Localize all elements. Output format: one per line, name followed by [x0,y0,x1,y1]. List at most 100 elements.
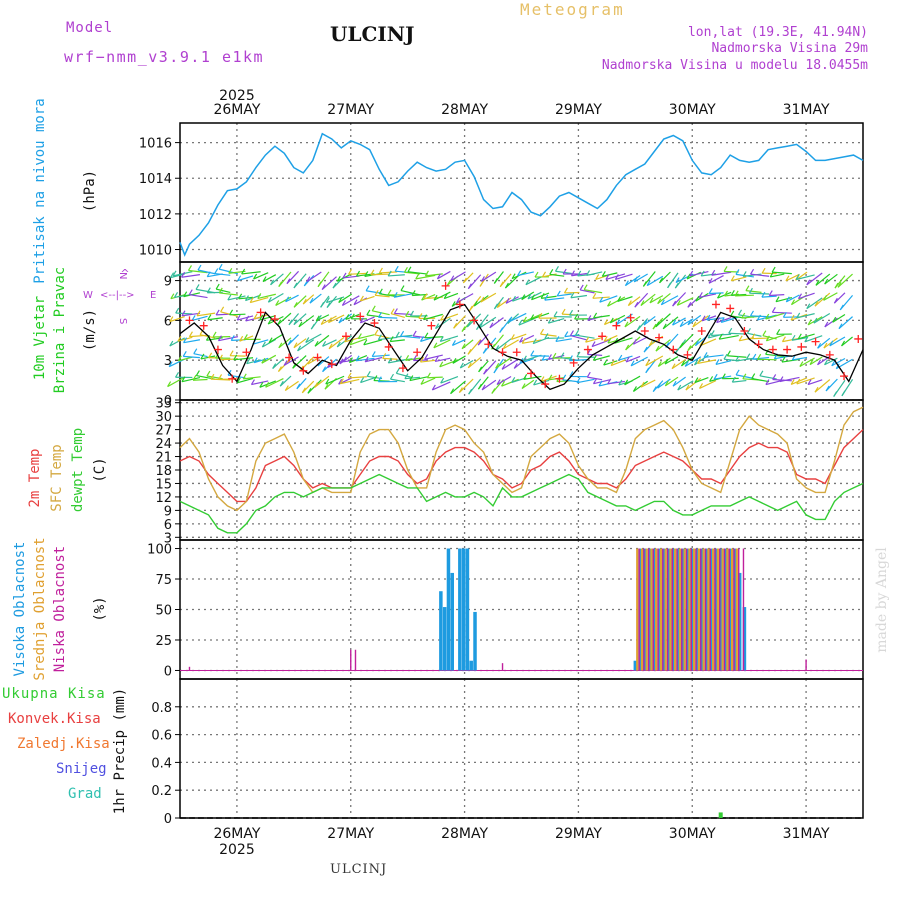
wind-barb [214,272,231,276]
wind-barb-flag [569,330,574,336]
wind-barb-flag [553,311,558,317]
wind-barb-flag [390,308,395,314]
cloud-bar [647,548,650,671]
credit-watermark: made by Angel [874,547,890,653]
wind-barb [432,381,451,391]
cloud-bar [728,548,732,671]
wind-barb [593,355,610,361]
wind-barb [657,378,671,389]
cloud-bar [640,548,644,671]
wind-barb-flag [521,337,526,344]
wind-barb-flag [834,282,839,289]
wind-barb-flag [765,349,770,355]
wind-barb [435,357,451,363]
wind-barb-flag [243,334,248,340]
gust-marker [427,321,436,330]
wind-barb-flag [642,281,647,287]
wind-barb-flag [662,323,667,330]
wind-barb [250,296,269,304]
wind-barb-flag [431,384,436,391]
wind-barb-flag [837,281,842,288]
wind-barb [775,297,793,303]
temp-ylabel-3: dewpt Temp [70,427,86,513]
cloud-bar [650,548,653,671]
wind-barb-flag [772,374,777,380]
wind-barb [692,315,709,328]
wind-barb-flag [609,317,614,324]
legend-hail: Grad [68,786,102,802]
wind-barb [328,314,345,324]
wind-barb [664,356,679,365]
wind-barb-flag [419,356,424,363]
wind-barb-flag [259,314,264,321]
wind-barb [181,274,201,278]
wind-barb-flag [664,358,669,365]
wind-barb [427,376,443,379]
wind-barb-flag [741,312,746,319]
ytick-label: 50 [155,604,172,619]
wind-barb [394,312,413,316]
wind-barb-flag [751,333,756,339]
wind-barb [237,377,254,384]
wind-barb-flag [192,374,197,381]
wind-barb-flag [508,316,513,323]
gust-marker [299,366,308,375]
wind-barb [405,357,421,361]
ytick-label: 1014 [139,172,172,187]
wind-barb [321,276,337,291]
wind-barb-flag [322,340,327,347]
wind-barb-flag [332,282,337,289]
wind-barb [769,294,785,297]
wind-barb [711,271,732,276]
wind-barb-flag [538,312,543,319]
wind-barb-flag [174,371,180,378]
wind-barb-flag [378,267,383,274]
ytick-label: 9 [164,504,172,519]
wind-barb [508,312,527,323]
wind-barb-flag [267,296,272,303]
wind-barb [684,356,702,367]
wind-barb [206,375,223,380]
gust-marker [825,350,834,359]
wind-barb [277,312,292,326]
wind-barb-flag [496,302,501,308]
wind-barb [824,317,838,328]
wind-barb-flag [607,300,612,307]
legend-snow: Snijeg [56,761,107,777]
wind-barb-flag [499,281,504,288]
wind-barb [523,375,542,380]
wind-barb-flag [371,305,376,312]
wind-barb [634,292,649,308]
wind-barb [617,296,633,302]
wind-barb-flag [482,348,487,354]
wind-barb-flag [790,314,795,321]
wind-barb-flag [400,285,405,291]
wind-barb-flag [435,323,440,329]
wind-barb [815,273,831,286]
wind-barb [342,275,360,279]
wind-barb-flag [467,349,472,355]
wind-ylabel-1: 10m Vjetar [32,295,48,381]
temp-ylabel-2: SFC Temp [49,444,65,512]
cloud-bar [805,659,807,671]
cloud-bar [742,607,747,671]
wind-barb [633,336,648,345]
wind-barb-flag [236,377,241,384]
wind-barb-flag [439,336,444,342]
wind-barb [779,376,800,383]
lonlat-label: lon,lat (19.3E, 41.94N) [687,25,868,40]
wind-barb-flag [542,271,547,278]
ytick-label: 15 [155,477,172,492]
wind-barb [709,292,724,295]
wind-barb [511,333,527,340]
wind-barb-flag [339,358,344,365]
gust-marker [413,348,422,357]
elevation-label: Nadmorska Visina 29m [711,41,868,56]
cloud-bar [695,548,699,671]
wind-barb [404,376,421,380]
wind-barb [587,353,603,356]
wind-barb-flag [717,292,722,299]
wind-barb-flag [296,383,301,390]
wind-barb [440,335,459,343]
wind-barb-flag [513,363,518,369]
